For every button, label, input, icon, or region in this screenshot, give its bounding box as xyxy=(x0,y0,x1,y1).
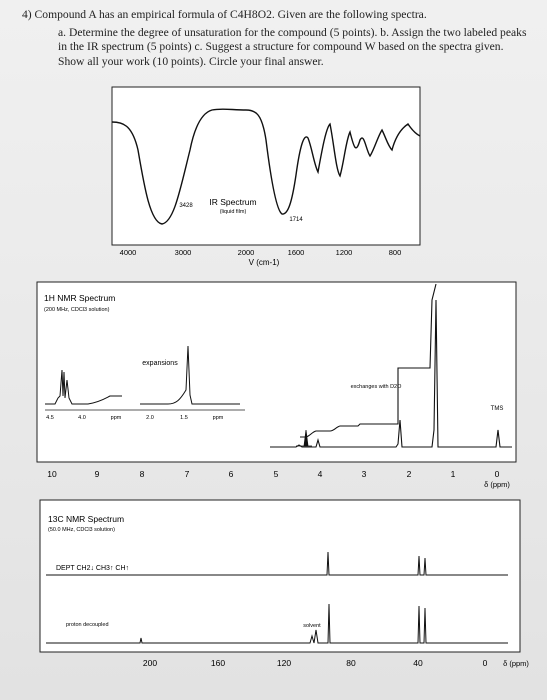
hnmr-trace xyxy=(270,299,512,448)
hnmr-axis-label: δ (ppm) xyxy=(484,480,510,489)
hnmr-tick-0: 0 xyxy=(495,469,500,479)
hnmr-expansion-left xyxy=(45,369,122,405)
ir-trace xyxy=(111,108,421,225)
cnmr-tick-200: 200 xyxy=(143,658,157,668)
cnmr-solvent-label: solvent xyxy=(303,623,321,629)
hnmr-spectrum: 1H NMR Spectrum (200 MHz, CDCl3 solution… xyxy=(36,281,517,489)
ir-tick-1600: 1600 xyxy=(288,248,305,257)
hnmr-tick-8: 8 xyxy=(140,469,145,479)
hnmr-exp-tick-1.5: 1.5 xyxy=(180,415,188,421)
ir-tick-800: 800 xyxy=(389,248,402,257)
hnmr-exchanges-label: exchanges with D2O xyxy=(351,384,402,390)
hnmr-exp-tick-4.0: 4.0 xyxy=(78,415,86,421)
ir-subtitle: (liquid film) xyxy=(220,209,247,215)
hnmr-title: 1H NMR Spectrum xyxy=(44,293,115,303)
ir-tick-4000: 4000 xyxy=(120,248,137,257)
question-body: a. Determine the degree of unsaturation … xyxy=(58,25,527,68)
hnmr-tick-7: 7 xyxy=(185,469,190,479)
hnmr-exp-tick-ppm-right: ppm xyxy=(213,415,224,421)
cnmr-title: 13C NMR Spectrum xyxy=(48,514,124,524)
hnmr-tick-5: 5 xyxy=(274,469,279,479)
hnmr-expansion-ticks: 4.5 4.0 ppm 2.0 1.5 ppm xyxy=(46,415,224,421)
hnmr-tick-4: 4 xyxy=(318,469,323,479)
hnmr-tick-10: 10 xyxy=(47,469,57,479)
cnmr-proton-trace xyxy=(46,603,508,644)
hnmr-expansions-label: expansions xyxy=(142,360,178,367)
cnmr-dept-trace xyxy=(46,551,508,576)
cnmr-spectrum: 13C NMR Spectrum (50.0 MHz, CDCl3 soluti… xyxy=(39,499,529,668)
hnmr-exp-tick-ppm-left: ppm xyxy=(111,415,122,421)
hnmr-expansion-right xyxy=(140,345,240,405)
cnmr-subtitle: (50.0 MHz, CDCl3 solution) xyxy=(48,527,115,533)
cnmr-axis-label: δ (ppm) xyxy=(503,659,529,668)
cnmr-frame xyxy=(39,499,521,653)
hnmr-tick-9: 9 xyxy=(95,469,100,479)
hnmr-exp-tick-2.0: 2.0 xyxy=(146,415,154,421)
hnmr-tick-2: 2 xyxy=(407,469,412,479)
hnmr-tick-6: 6 xyxy=(229,469,234,479)
ir-peak-label-1714: 1714 xyxy=(289,217,303,223)
ir-title: IR Spectrum xyxy=(209,197,256,207)
hnmr-tms-label: TMS xyxy=(491,406,504,412)
cnmr-tick-0: 0 xyxy=(483,658,488,668)
cnmr-tick-80: 80 xyxy=(346,658,356,668)
cnmr-ticks: 200 160 120 80 40 0 xyxy=(143,658,488,668)
hnmr-subtitle: (200 MHz, CDCl3 solution) xyxy=(44,307,110,313)
hnmr-ticks: 10 9 8 7 6 5 4 3 2 1 0 xyxy=(47,469,499,479)
cnmr-tick-40: 40 xyxy=(413,658,423,668)
ir-spectrum: 3428 1714 IR Spectrum (liquid film) 4000… xyxy=(111,86,421,267)
cnmr-tick-120: 120 xyxy=(277,658,291,668)
ir-peak-label-3428: 3428 xyxy=(179,203,193,209)
question-title: 4) Compound A has an empirical formula o… xyxy=(22,8,427,21)
ir-axis-label: V (cm-1) xyxy=(249,258,280,267)
hnmr-integration xyxy=(300,283,437,438)
hnmr-exchange-peak xyxy=(296,429,312,447)
ir-tick-3000: 3000 xyxy=(175,248,192,257)
hnmr-tick-1: 1 xyxy=(451,469,456,479)
ir-tick-2000: 2000 xyxy=(238,248,255,257)
question-text: 4) Compound A has an empirical formula o… xyxy=(22,8,532,69)
ir-frame xyxy=(111,86,421,246)
ir-tick-1200: 1200 xyxy=(336,248,353,257)
hnmr-tick-3: 3 xyxy=(362,469,367,479)
hnmr-exp-tick-4.5: 4.5 xyxy=(46,415,54,421)
cnmr-proton-label: proton decoupled xyxy=(66,622,109,628)
cnmr-tick-160: 160 xyxy=(211,658,225,668)
ir-ticks: 4000 3000 2000 1600 1200 800 xyxy=(120,248,402,257)
cnmr-dept-label: DEPT CH2↓ CH3↑ CH↑ xyxy=(56,565,129,572)
